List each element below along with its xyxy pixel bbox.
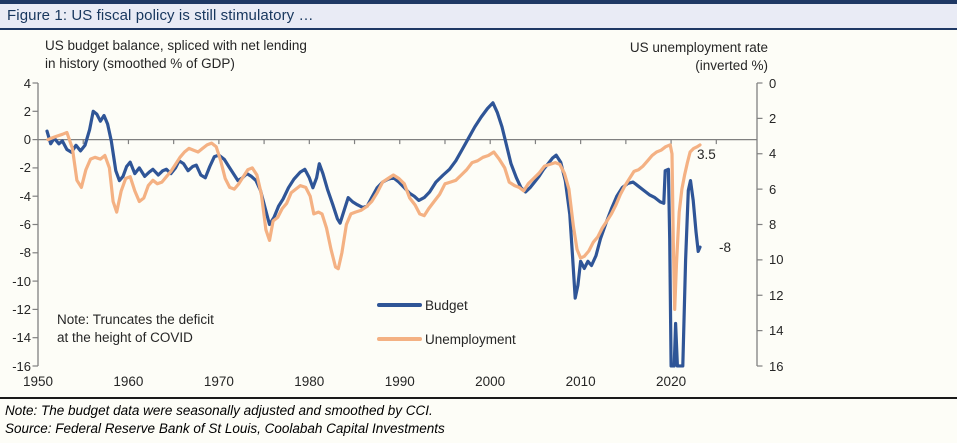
yr-label: 4: [769, 146, 777, 162]
yl-label: -14: [12, 330, 31, 346]
footer-source: Source: Federal Reserve Bank of St Louis…: [5, 421, 445, 436]
yr-label: 14: [769, 323, 784, 339]
yr-label: 6: [769, 181, 777, 197]
covid-truncation-note: Note: Truncates the deficit at the heigh…: [57, 312, 214, 345]
yr-label: 2: [769, 110, 777, 126]
xl-label: 1950: [22, 374, 54, 389]
unemployment-end-value-label: 3.5: [697, 147, 716, 162]
yl-label: -16: [12, 358, 31, 374]
xl-label: 1980: [294, 374, 325, 389]
budget-line-swatch: [377, 302, 422, 308]
yl-label: -4: [19, 188, 31, 204]
legend-item-unemployment: Unemployment: [377, 330, 516, 348]
budget-end-value-label: -8: [719, 240, 732, 255]
left-axis-title: US budget balance, spliced with net lend…: [45, 37, 307, 73]
yl-label: 0: [23, 132, 31, 148]
xl-label: 1970: [203, 374, 234, 389]
right-axis-title-line2: (inverted %): [695, 58, 768, 73]
unemployment-line: [46, 130, 702, 311]
xl-label: 1960: [113, 374, 144, 389]
yr-label: 10: [769, 252, 784, 268]
yr-label: 16: [769, 358, 784, 374]
figure-title-bar: Figure 1: US fiscal policy is still stim…: [0, 0, 957, 30]
figure-title: Figure 1: US fiscal policy is still stim…: [7, 7, 314, 24]
left-axis-title-line1: US budget balance, spliced with net lend…: [45, 38, 307, 53]
legend-label-unemployment: Unemployment: [425, 331, 516, 347]
legend-label-budget: Budget: [425, 297, 468, 313]
yl-label: -2: [19, 160, 31, 176]
yl-label: -6: [19, 217, 31, 232]
yl-label: -12: [12, 301, 31, 317]
yl-label: -8: [19, 245, 31, 261]
legend-item-budget: Budget: [377, 296, 516, 314]
left-axis-title-line2: in history (smoothed % of GDP): [45, 56, 235, 71]
xl-label: 2020: [656, 374, 687, 389]
legend: Budget Unemployment: [377, 296, 516, 364]
yr-label: 8: [769, 217, 777, 232]
yr-label: 0: [769, 75, 777, 91]
unemployment-line-swatch: [377, 336, 422, 342]
right-axis-title: US unemployment rate (inverted %): [500, 39, 768, 75]
xl-label: 2000: [475, 374, 506, 389]
footer-note: Note: The budget data were seasonally ad…: [5, 403, 433, 418]
yl-label: -10: [12, 273, 31, 289]
footer-notes: Note: The budget data were seasonally ad…: [5, 402, 445, 438]
xl-label: 1990: [384, 374, 415, 389]
right-axis-title-line1: US unemployment rate: [629, 40, 768, 55]
xl-label: 2010: [565, 374, 596, 389]
yl-label: 4: [23, 75, 31, 91]
yl-label: 2: [23, 103, 31, 119]
footer-separator-line: [0, 397, 957, 399]
yr-label: 12: [769, 287, 784, 303]
